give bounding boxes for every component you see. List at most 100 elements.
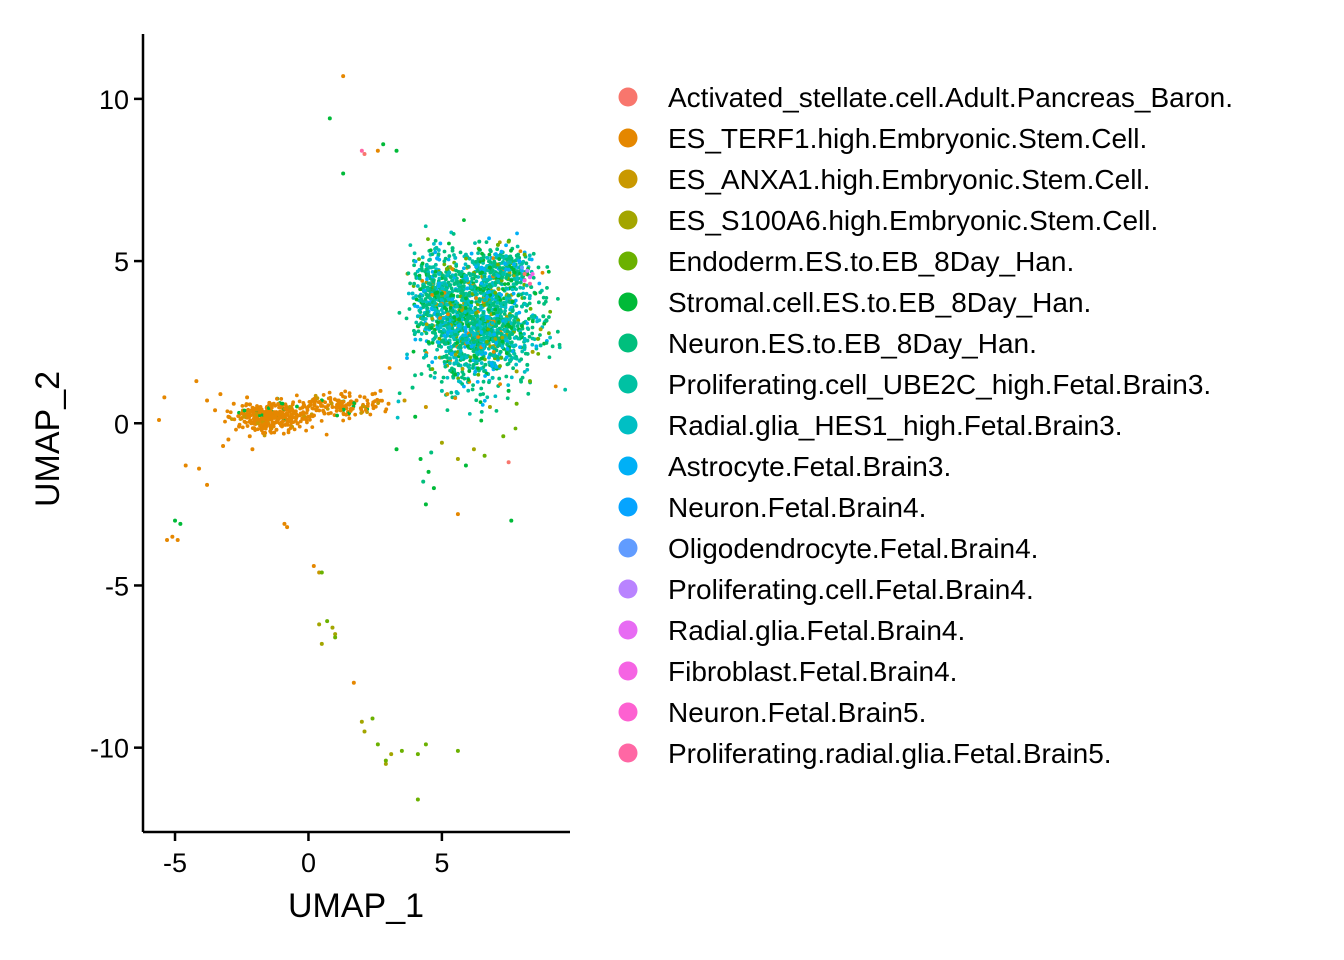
scatter-point [555, 329, 560, 334]
scatter-point [524, 283, 529, 288]
scatter-point [541, 295, 546, 300]
legend-key [618, 579, 638, 599]
scatter-point [495, 317, 499, 321]
scatter-point [459, 280, 464, 284]
scatter-point [414, 297, 419, 302]
scatter-point [451, 335, 456, 340]
scatter-point [462, 376, 467, 381]
scatter-point [465, 340, 469, 345]
scatter-point [438, 323, 443, 328]
scatter-point-series-8 [423, 353, 428, 358]
scatter-point-series-1 [194, 379, 199, 384]
scatter-point [236, 414, 241, 418]
scatter-point [483, 351, 488, 356]
scatter-point [555, 297, 560, 301]
scatter-point-series-4 [535, 336, 540, 341]
scatter-point [516, 318, 521, 323]
scatter-point [506, 361, 511, 366]
scatter-point [348, 409, 353, 413]
scatter-point-series-1 [301, 411, 306, 416]
scatter-point [425, 293, 430, 298]
scatter-point-series-1 [354, 398, 359, 403]
scatter-point [504, 374, 509, 379]
scatter-point [289, 420, 294, 425]
scatter-point [499, 281, 503, 286]
scatter-point-series-1 [261, 431, 266, 435]
scatter-point [524, 261, 529, 266]
scatter-point [515, 244, 520, 249]
legend-label: Oligodendrocyte.Fetal.Brain4. [668, 533, 1038, 564]
scatter-point-series-10 [517, 259, 522, 264]
scatter-point [424, 267, 429, 272]
scatter-point [542, 301, 546, 306]
scatter-point [512, 327, 517, 332]
scatter-point [255, 427, 260, 432]
scatter-point [529, 285, 534, 290]
scatter-point [497, 265, 502, 270]
scatter-point [503, 305, 508, 310]
scatter-point [420, 261, 425, 266]
scatter-point [547, 355, 552, 360]
scatter-point-series-7 [501, 272, 506, 277]
scatter-point-series-5 [533, 291, 538, 296]
scatter-point [507, 317, 512, 322]
scatter-point [442, 262, 447, 267]
scatter-point [380, 398, 384, 403]
scatter-point [534, 344, 539, 349]
scatter-point [508, 254, 513, 259]
y-tick-label: 5 [114, 247, 129, 277]
scatter-point [478, 392, 483, 397]
scatter-point [463, 306, 468, 310]
scatter-point [519, 277, 524, 282]
scatter-point [475, 326, 480, 331]
scatter-point [334, 408, 339, 413]
scatter-point [503, 261, 507, 266]
scatter-point [490, 281, 495, 285]
scatter-point-series-8 [415, 314, 420, 319]
scatter-point [479, 361, 484, 365]
scatter-point [396, 399, 401, 404]
scatter-point [315, 396, 320, 401]
scatter-point [504, 254, 509, 258]
scatter-point-series-3 [362, 729, 367, 734]
scatter-point [496, 262, 500, 267]
scatter-point-series-4 [501, 434, 506, 439]
scatter-point [500, 339, 505, 344]
scatter-point [432, 241, 436, 246]
scatter-point-series-4 [522, 252, 527, 257]
scatter-point [373, 404, 378, 409]
scatter-point [494, 408, 499, 413]
scatter-point-series-3 [455, 456, 460, 461]
scatter-point [344, 406, 349, 411]
scatter-point [488, 333, 493, 338]
scatter-point-series-6 [410, 385, 415, 390]
scatter-point [478, 320, 483, 325]
scatter-point [515, 324, 520, 329]
scatter-point-series-0 [522, 272, 527, 277]
scatter-point [358, 394, 362, 399]
scatter-point-series-1 [274, 427, 279, 432]
scatter-point [511, 282, 516, 287]
scatter-point [473, 274, 478, 279]
scatter-point [432, 288, 436, 293]
scatter-point [445, 273, 450, 277]
scatter-point-series-6 [421, 285, 426, 290]
scatter-point [504, 296, 509, 301]
scatter-point [305, 406, 310, 411]
scatter-point [449, 352, 454, 356]
legend-key [618, 743, 638, 763]
scatter-point [416, 329, 421, 334]
scatter-point [500, 335, 505, 340]
scatter-point [500, 345, 505, 350]
scatter-point [424, 331, 429, 336]
legend-key [618, 661, 638, 681]
scatter-point [453, 272, 458, 277]
scatter-point [252, 426, 257, 430]
scatter-point [466, 264, 470, 269]
scatter-point [423, 316, 428, 321]
scatter-point [488, 249, 493, 254]
scatter-point [470, 336, 475, 341]
scatter-point [482, 283, 487, 288]
scatter-point [452, 315, 457, 320]
scatter-point [431, 297, 436, 302]
